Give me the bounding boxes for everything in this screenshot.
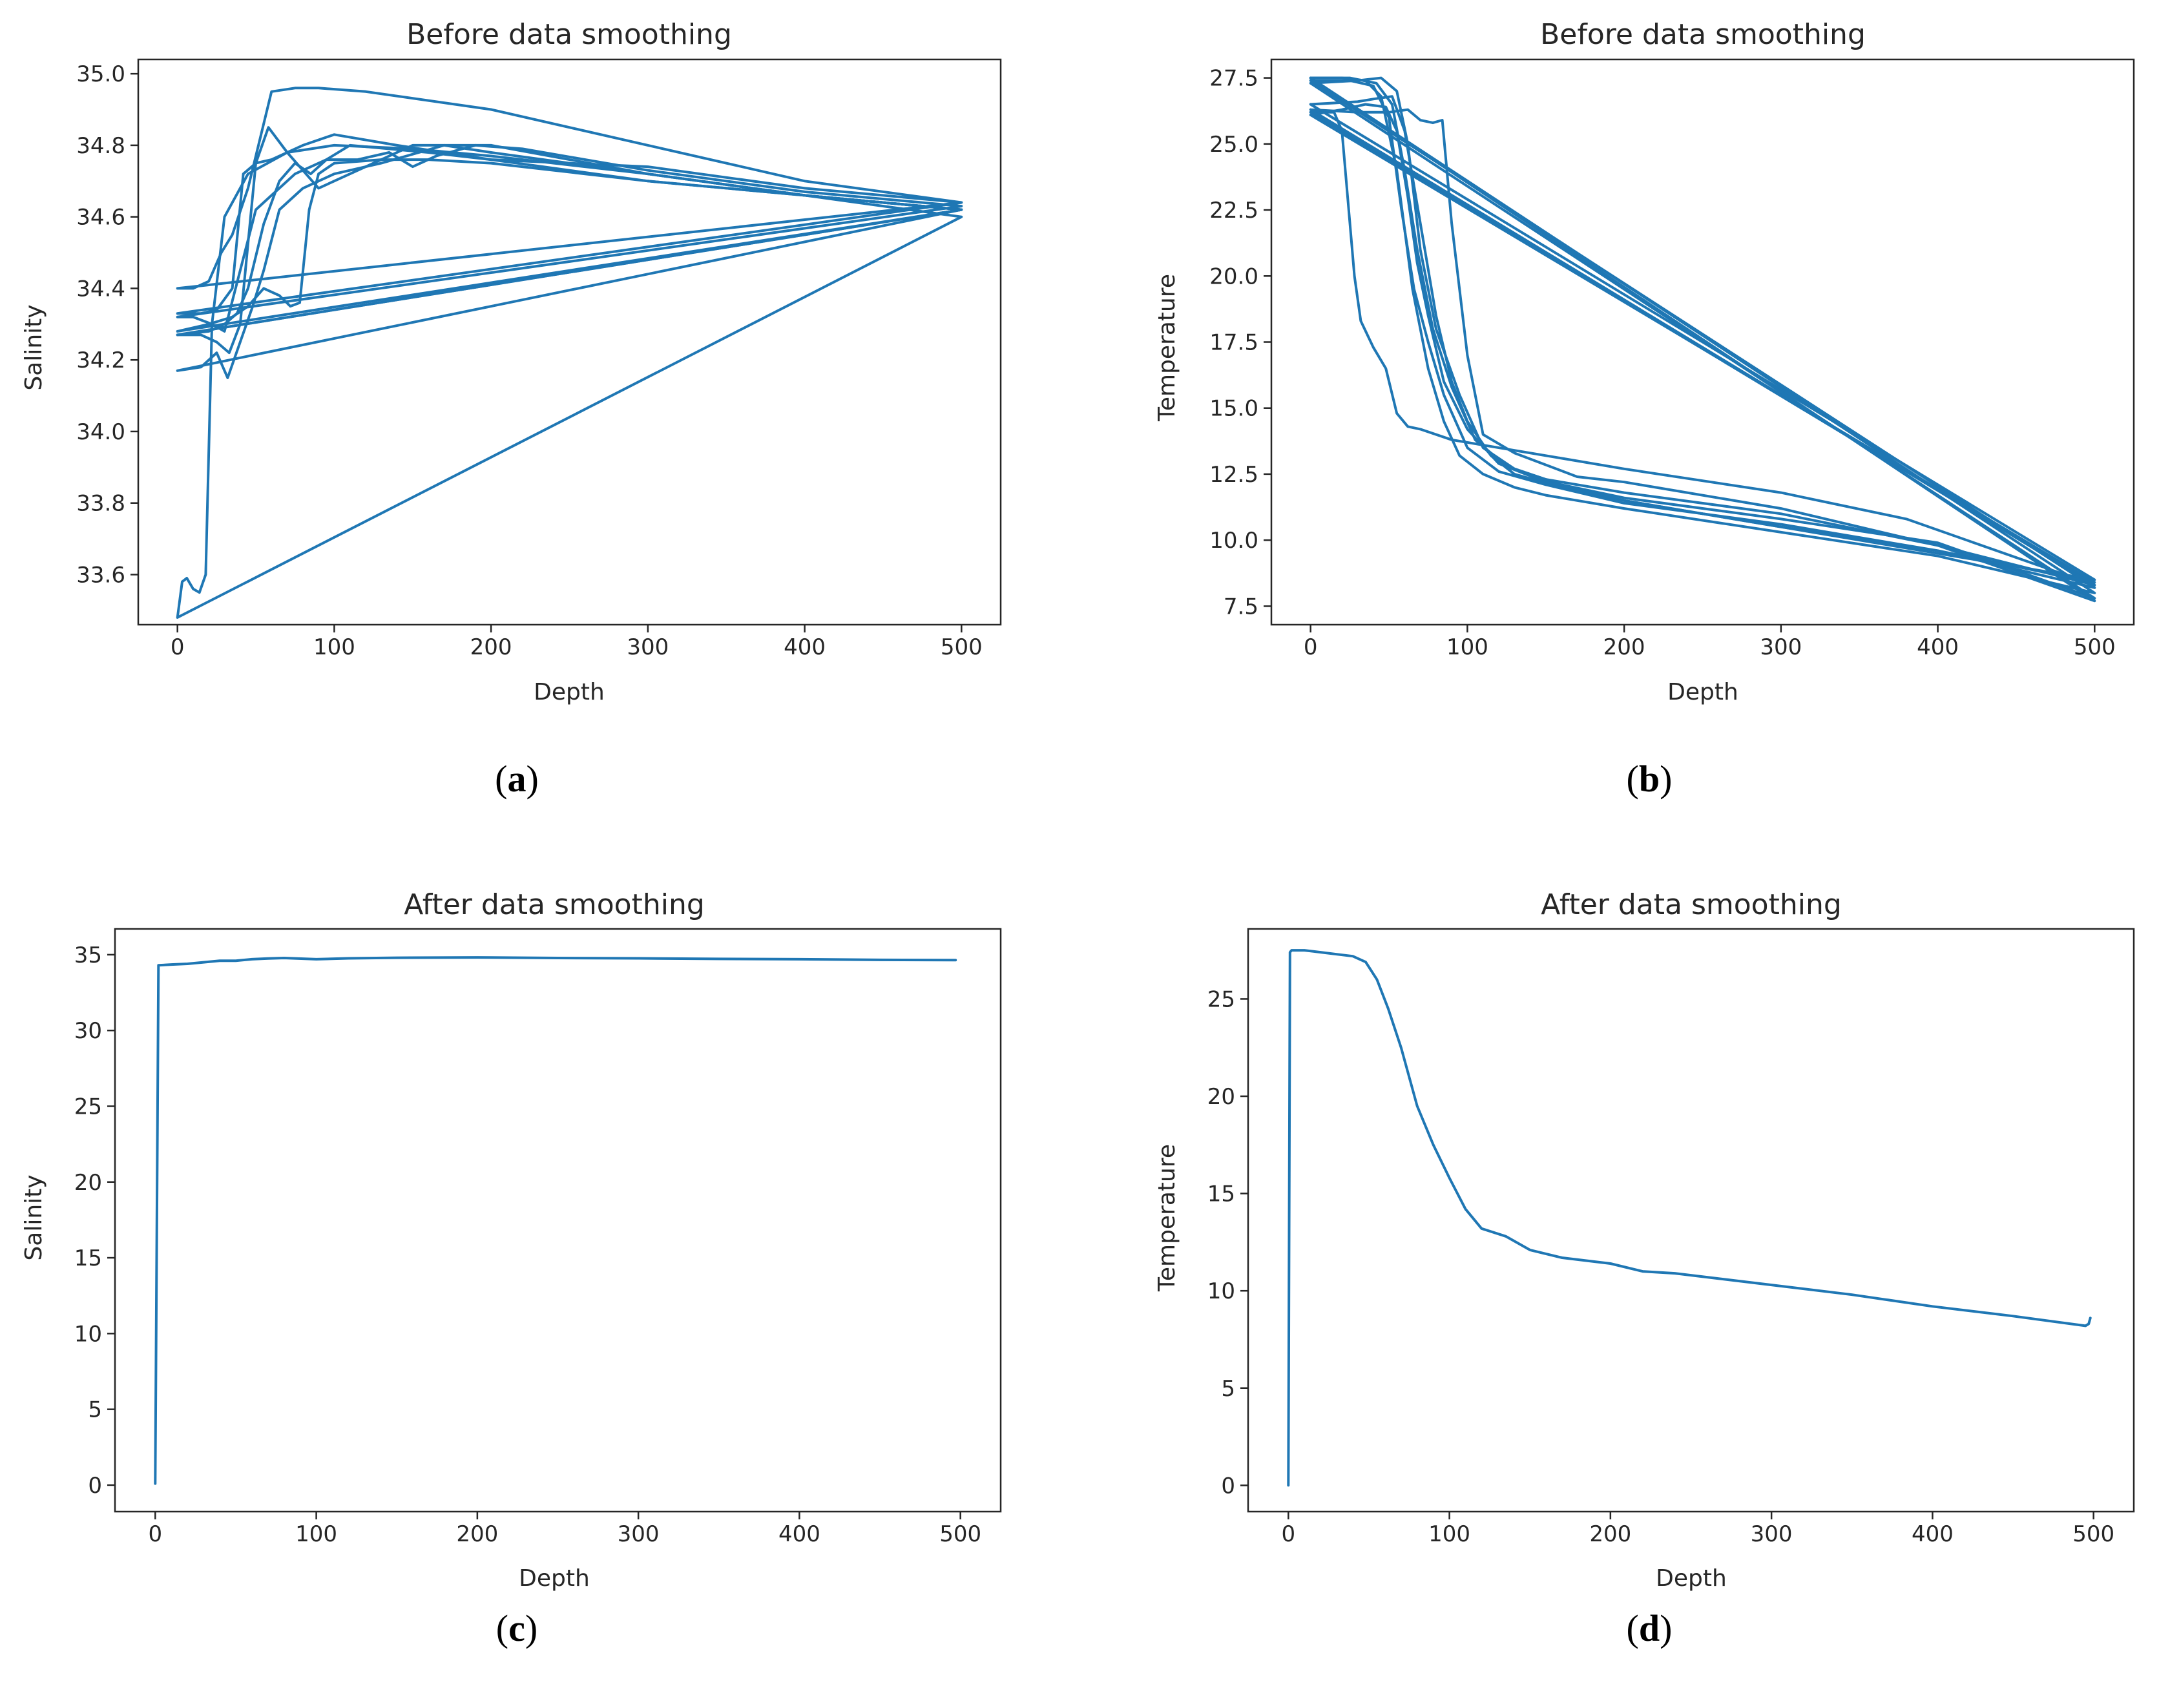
panel-c-ytick-label-7: 35 <box>74 943 102 968</box>
panel-a-ytick-label-7: 35.0 <box>76 61 125 87</box>
panel-b-xtick-label-5: 500 <box>2074 634 2116 660</box>
panel-d-ytick-label-3: 15 <box>1207 1182 1235 1207</box>
panel-b-ytick-label-1: 10.0 <box>1209 528 1258 554</box>
panel-b-xtick-label-0: 0 <box>1304 634 1318 660</box>
panel-c-ylabel: Salinity <box>21 1174 47 1260</box>
panel-c-ytick-label-4: 20 <box>74 1170 102 1196</box>
panel-c-xtick-label-3: 300 <box>618 1521 660 1547</box>
panel-b-series-profile-7 <box>1309 103 2096 584</box>
panel-b-title: Before data smoothing <box>1540 18 1866 51</box>
panel-c-xtick-label-0: 0 <box>148 1521 162 1547</box>
panel-b-xtick-label-2: 200 <box>1603 634 1645 660</box>
panel-b-ytick-label-3: 15.0 <box>1209 396 1258 422</box>
panel-a-ytick-label-3: 34.2 <box>76 348 125 373</box>
panel-a-series-profile-2 <box>176 87 963 290</box>
panel-a-series-profile-3 <box>176 133 963 315</box>
panel-a-caption-letter: a <box>508 758 527 800</box>
panel-a-xlabel: Depth <box>534 679 605 705</box>
panel-c-plot-area: 0 100 200 300 400 500 0 5 10 15 20 25 30 35 <box>74 943 981 1547</box>
panel-c: After data smoothing Depth Salinity 0 100… <box>21 888 1002 1649</box>
panel-b: Before data smoothing Depth Temperature … <box>1154 18 2135 800</box>
panel-b-ytick-label-5: 20.0 <box>1209 264 1258 289</box>
panel-a-xtick-label-1: 100 <box>313 634 355 660</box>
panel-d-xlabel: Depth <box>1656 1565 1727 1592</box>
panel-a-caption: (a) <box>495 758 539 800</box>
panel-d-xtick-label-4: 400 <box>1912 1521 1954 1547</box>
panel-b-caption: (b) <box>1627 758 1673 800</box>
panel-a-ylabel: Salinity <box>21 304 47 390</box>
panel-c-ytick-label-0: 0 <box>88 1473 102 1499</box>
panel-c-ytick-label-5: 25 <box>74 1094 102 1120</box>
panel-c-frame <box>114 928 1002 1513</box>
panel-b-xlabel: Depth <box>1667 679 1738 705</box>
panel-b-ytick-label-2: 12.5 <box>1209 462 1258 488</box>
panel-b-ylabel: Temperature <box>1154 274 1180 422</box>
panel-c-ytick-label-1: 5 <box>88 1397 102 1423</box>
panel-c-xtick-label-4: 400 <box>778 1521 820 1547</box>
panel-d-ytick-label-0: 0 <box>1221 1473 1235 1499</box>
panel-d-xtick-label-2: 200 <box>1589 1521 1631 1547</box>
panel-c-caption-letter: c <box>508 1607 525 1649</box>
panel-a-plot-area: 0 100 200 300 400 500 33.6 33.8 34.0 34.2 34.4 34.6… <box>76 61 982 660</box>
panel-b-ytick-label-8: 27.5 <box>1209 66 1258 92</box>
panel-d-frame <box>1247 928 2135 1513</box>
panel-c-ytick-label-2: 10 <box>74 1321 102 1347</box>
panel-a-frame <box>137 58 1002 626</box>
panel-b-xtick-label-1: 100 <box>1446 634 1488 660</box>
panel-d-ytick-label-2: 10 <box>1207 1278 1235 1304</box>
panel-d-xtick-label-1: 100 <box>1428 1521 1470 1547</box>
panel-c-xtick-label-1: 100 <box>295 1521 337 1547</box>
panel-a-ytick-label-2: 34.0 <box>76 419 125 445</box>
panel-a-series-profile-4 <box>176 126 963 355</box>
panel-c-series-smoothed <box>154 956 957 1485</box>
panel-a-series-profile-8 <box>176 143 963 333</box>
panel-a-ytick-label-1: 33.8 <box>76 491 125 517</box>
panel-d-title: After data smoothing <box>1541 888 1842 921</box>
panel-b-ytick-label-6: 22.5 <box>1209 198 1258 224</box>
panel-d-series-smoothed <box>1287 949 2092 1487</box>
panel-b-series-profile-3 <box>1309 79 2096 589</box>
panel-a: Before data smoothing Depth Salinity 0 10… <box>21 18 1002 800</box>
panel-b-ytick-label-7: 25.0 <box>1209 132 1258 158</box>
panel-d-xtick-label-5: 500 <box>2072 1521 2114 1547</box>
panel-b-series-profile-8 <box>1309 76 2096 603</box>
panel-a-xtick-label-2: 200 <box>470 634 512 660</box>
panel-b-ytick-label-0: 7.5 <box>1224 594 1258 620</box>
panel-b-xtick-label-4: 400 <box>1917 634 1959 660</box>
panel-a-ytick-label-5: 34.6 <box>76 205 125 231</box>
panel-a-xtick-label-0: 0 <box>171 634 185 660</box>
panel-b-series-profile-1 <box>1309 110 2096 587</box>
panel-d-caption: (d) <box>1627 1607 1673 1649</box>
panel-d-ytick-label-1: 5 <box>1221 1376 1235 1402</box>
panel-b-xtick-label-3: 300 <box>1760 634 1802 660</box>
panel-d-ytick-label-4: 20 <box>1207 1084 1235 1110</box>
panel-a-title: Before data smoothing <box>406 18 732 51</box>
panel-c-xtick-label-2: 200 <box>456 1521 498 1547</box>
panel-c-xlabel: Depth <box>519 1565 590 1592</box>
panel-d-xtick-label-0: 0 <box>1281 1521 1295 1547</box>
panel-b-caption-letter: b <box>1639 758 1660 800</box>
panel-c-ytick-label-6: 30 <box>74 1018 102 1044</box>
panel-d-xtick-label-3: 300 <box>1751 1521 1793 1547</box>
panel-a-ytick-label-6: 34.8 <box>76 133 125 159</box>
panel-c-xtick-label-5: 500 <box>939 1521 981 1547</box>
panel-a-ytick-label-0: 33.6 <box>76 562 125 588</box>
panel-c-title: After data smoothing <box>404 888 705 921</box>
panel-d-ytick-label-5: 25 <box>1207 986 1235 1012</box>
panel-d-plot-area: 0 100 200 300 400 500 0 5 10 15 20 25 <box>1207 949 2114 1547</box>
panel-c-ytick-label-3: 15 <box>74 1245 102 1271</box>
panel-d-ylabel: Temperature <box>1154 1144 1180 1292</box>
panel-b-ytick-label-4: 17.5 <box>1209 330 1258 356</box>
panel-a-xtick-label-3: 300 <box>627 634 669 660</box>
panel-c-caption: (c) <box>496 1607 537 1649</box>
panel-d: After data smoothing Depth Temperature 0… <box>1154 888 2135 1649</box>
panel-b-plot-area: 0 100 200 300 400 500 7.5 10.0 12.5 15.0 17.5 20.0 2… <box>1209 66 2115 660</box>
panel-a-ytick-label-4: 34.4 <box>76 276 125 302</box>
panel-a-xtick-label-5: 500 <box>941 634 983 660</box>
panel-d-caption-letter: d <box>1639 1607 1660 1649</box>
panel-a-series-profile-5 <box>176 143 963 379</box>
panel-a-xtick-label-4: 400 <box>784 634 826 660</box>
